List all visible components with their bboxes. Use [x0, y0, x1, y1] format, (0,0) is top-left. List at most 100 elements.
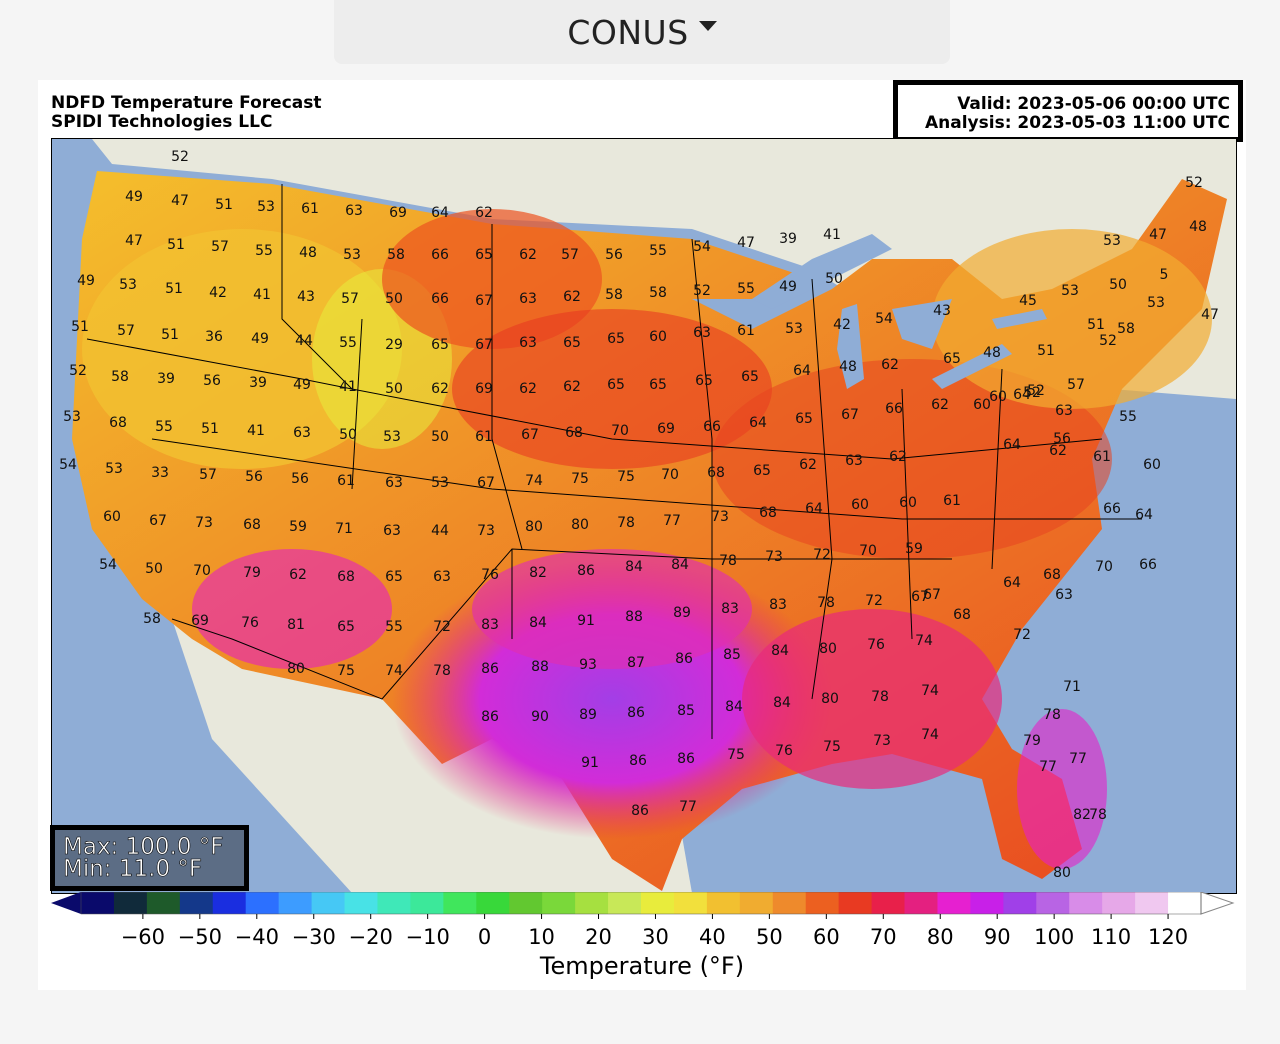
temperature-value-label: 58 [1117, 321, 1135, 337]
lake-huron [892, 299, 952, 349]
temperature-value-label: 56 [203, 373, 221, 389]
temperature-value-label: 52 [1185, 175, 1203, 191]
temperature-value-label: 65 [649, 377, 667, 393]
temperature-value-label: 41 [253, 287, 271, 303]
temperature-value-label: 76 [775, 743, 793, 759]
colorbar-tick-label: 90 [984, 925, 1011, 949]
temperature-value-label: 64 [431, 205, 449, 221]
colorbar-segment [542, 892, 576, 914]
temperature-value-label: 58 [143, 611, 161, 627]
temperature-value-label: 54 [875, 311, 893, 327]
temperature-value-label: 65 [943, 351, 961, 367]
temperature-value-label: 78 [871, 689, 889, 705]
colorbar-segment [443, 892, 477, 914]
temperature-value-label: 65 [563, 335, 581, 351]
temperature-value-label: 39 [249, 375, 267, 391]
temperature-value-label: 52 [1027, 383, 1045, 399]
temperature-value-label: 83 [481, 617, 499, 633]
temperature-value-label: 84 [671, 557, 689, 573]
temperature-value-label: 53 [431, 475, 449, 491]
colorbar-tick-label: 10 [528, 925, 555, 949]
temperature-value-label: 33 [151, 465, 169, 481]
colorbar-tick-label: 70 [870, 925, 897, 949]
temperature-value-label: 52 [69, 363, 87, 379]
temperature-value-label: 78 [719, 553, 737, 569]
temperature-value-label: 52 [1023, 385, 1041, 401]
temperature-value-label: 62 [563, 379, 581, 395]
temperature-value-label: 74 [921, 683, 939, 699]
temperature-value-label: 53 [105, 461, 123, 477]
colorbar-segment [904, 892, 939, 914]
temperature-value-label: 70 [1095, 559, 1113, 575]
temperature-value-label: 72 [1013, 627, 1031, 643]
temperature-value-label: 61 [943, 493, 961, 509]
temperature-value-label: 80 [287, 661, 305, 677]
valid-time: Valid: 2023-05-06 00:00 UTC [957, 94, 1230, 114]
temperature-value-label: 56 [1053, 431, 1071, 447]
temperature-value-label: 60 [103, 509, 121, 525]
colorbar-tick-label: −60 [121, 925, 165, 949]
temperature-value-label: 78 [1043, 707, 1061, 723]
region-dropdown[interactable]: CONUS [334, 0, 950, 64]
temperature-value-label: 74 [525, 473, 543, 489]
temperature-value-label: 53 [119, 277, 137, 293]
colorbar-tick-label: 120 [1148, 925, 1188, 949]
temperature-value-label: 55 [255, 243, 273, 259]
temperature-value-label: 76 [481, 567, 499, 583]
temperature-value-label: 57 [1067, 377, 1085, 393]
temperature-value-label: 52 [693, 283, 711, 299]
temperature-value-label: 88 [531, 659, 549, 675]
temperature-value-label: 84 [771, 643, 789, 659]
temperature-value-label: 67 [521, 427, 539, 443]
colorbar-segment [1036, 892, 1070, 914]
temperature-value-label: 53 [257, 199, 275, 215]
temperature-value-label: 79 [243, 565, 261, 581]
colorbar-segment [113, 892, 148, 914]
temperature-value-label: 86 [577, 563, 595, 579]
temperature-value-label: 63 [519, 335, 537, 351]
colorbar-segment [1168, 892, 1202, 914]
temperature-value-label: 83 [769, 597, 787, 613]
temperature-value-label: 70 [661, 467, 679, 483]
temperature-value-label: 86 [627, 705, 645, 721]
temperature-value-label: 62 [475, 205, 493, 221]
temperature-value-label: 78 [1089, 807, 1107, 823]
temperature-value-label: 65 [695, 373, 713, 389]
temperature-value-label: 75 [617, 469, 635, 485]
temperature-value-label: 50 [431, 429, 449, 445]
temperature-value-label: 49 [779, 279, 797, 295]
title-line-1: NDFD Temperature Forecast [51, 93, 322, 113]
temperature-value-label: 63 [385, 475, 403, 491]
colorbar-segment [805, 892, 840, 914]
temperature-value-label: 62 [289, 567, 307, 583]
temperature-value-label: 83 [721, 601, 739, 617]
temperature-value-label: 43 [933, 303, 951, 319]
temperature-value-label: 36 [205, 329, 223, 345]
colorbar-segment [278, 892, 313, 914]
analysis-time: Analysis: 2023-05-03 11:00 UTC [925, 113, 1230, 133]
temperature-value-label: 68 [109, 415, 127, 431]
colorbar-tick-label: 40 [699, 925, 726, 949]
temperature-value-label: 59 [289, 519, 307, 535]
temperature-value-label: 62 [881, 357, 899, 373]
temperature-value-label: 71 [1063, 679, 1081, 695]
colorbar-segment [245, 892, 280, 914]
temperature-value-label: 63 [293, 425, 311, 441]
colorbar-tick-label: −20 [349, 925, 393, 949]
temperature-value-label: 61 [475, 429, 493, 445]
northeast-mild-zone [932, 229, 1212, 409]
colorbar-segment [608, 892, 642, 914]
temperature-value-label: 51 [161, 327, 179, 343]
temperature-value-label: 91 [581, 755, 599, 771]
colorbar-segment [1102, 892, 1136, 914]
temperature-value-label: 65 [607, 377, 625, 393]
temperature-value-label: 58 [387, 247, 405, 263]
colorbar-tick-label: 100 [1034, 925, 1074, 949]
temperature-value-label: 82 [1073, 807, 1091, 823]
temperature-value-label: 65 [607, 331, 625, 347]
temperature-value-label: 60 [851, 497, 869, 513]
temperature-value-label: 68 [243, 517, 261, 533]
colorbar-segment [838, 892, 873, 914]
colorbar-segment [311, 892, 346, 914]
temperature-value-label: 67 [475, 337, 493, 353]
